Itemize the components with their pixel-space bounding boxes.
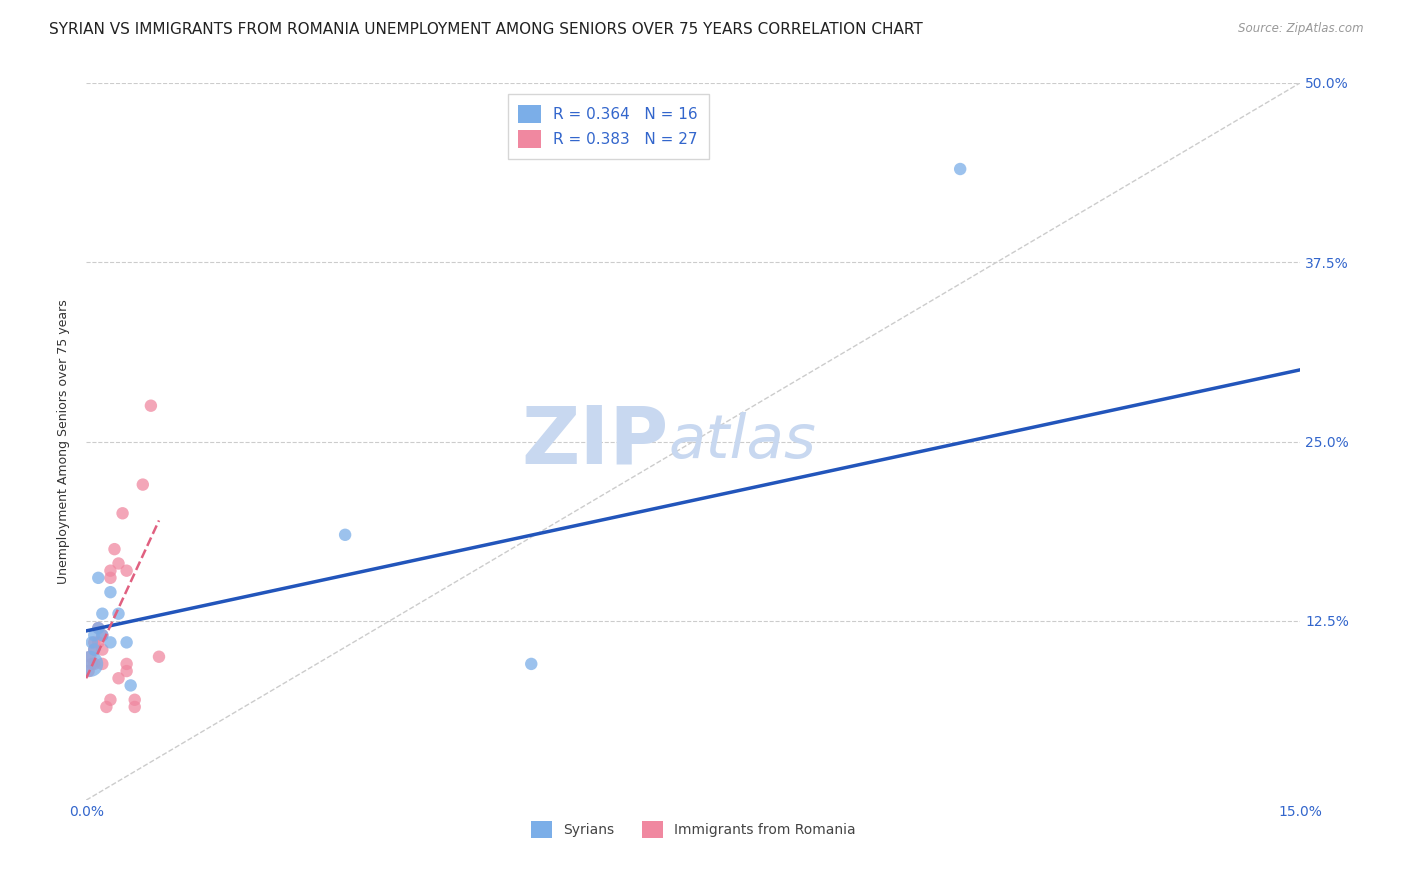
Text: SYRIAN VS IMMIGRANTS FROM ROMANIA UNEMPLOYMENT AMONG SENIORS OVER 75 YEARS CORRE: SYRIAN VS IMMIGRANTS FROM ROMANIA UNEMPL… [49,22,922,37]
Point [115,664,138,678]
Point [91,642,114,657]
Point [132,477,155,491]
Point [83,642,105,657]
Point [91,657,114,671]
Point [91,628,114,642]
Point [100,571,122,585]
Legend: Syrians, Immigrants from Romania: Syrians, Immigrants from Romania [526,815,860,844]
Point [80,635,103,649]
Point [139,399,162,413]
Y-axis label: Unemployment Among Seniors over 75 years: Unemployment Among Seniors over 75 years [58,299,70,584]
Text: ZIP: ZIP [522,402,669,481]
Point [124,692,146,706]
Point [87,635,110,649]
Point [100,635,122,649]
Point [115,564,138,578]
Point [333,528,356,542]
Point [949,161,972,176]
Point [80,657,103,671]
Point [100,585,122,599]
Point [87,621,110,635]
Text: atlas: atlas [669,412,817,471]
Point [83,642,105,657]
Point [103,542,125,557]
Point [107,607,129,621]
Point [79,649,101,664]
Point [520,657,543,671]
Point [111,506,134,520]
Point [124,700,146,714]
Point [91,628,114,642]
Point [87,621,110,635]
Point [148,649,170,664]
Point [100,692,122,706]
Point [79,657,101,671]
Point [83,635,105,649]
Point [83,628,105,642]
Point [96,700,118,714]
Point [115,635,138,649]
Point [120,678,142,692]
Point [83,657,105,671]
Point [107,671,129,685]
Text: Source: ZipAtlas.com: Source: ZipAtlas.com [1239,22,1364,36]
Point [107,557,129,571]
Point [87,571,110,585]
Point [91,607,114,621]
Point [115,657,138,671]
Point [100,564,122,578]
Point [77,664,100,678]
